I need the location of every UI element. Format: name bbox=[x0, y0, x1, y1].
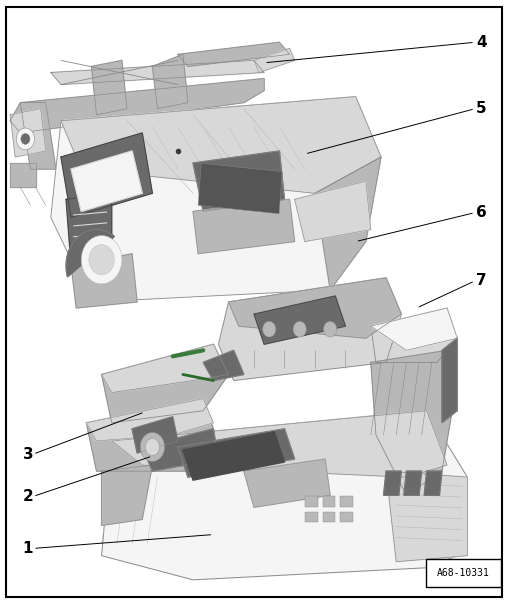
Polygon shape bbox=[442, 338, 457, 423]
Polygon shape bbox=[112, 411, 447, 477]
Text: 1: 1 bbox=[23, 541, 33, 556]
Bar bbox=[340, 512, 353, 522]
Polygon shape bbox=[102, 344, 229, 393]
Polygon shape bbox=[10, 163, 36, 187]
Polygon shape bbox=[10, 109, 46, 157]
Polygon shape bbox=[71, 151, 142, 211]
Polygon shape bbox=[371, 308, 457, 350]
Polygon shape bbox=[203, 350, 244, 381]
Bar bbox=[323, 496, 335, 507]
Polygon shape bbox=[371, 308, 457, 362]
Polygon shape bbox=[244, 459, 330, 507]
Text: 4: 4 bbox=[477, 35, 487, 50]
Polygon shape bbox=[384, 471, 401, 495]
Polygon shape bbox=[91, 60, 127, 115]
Polygon shape bbox=[183, 432, 284, 480]
Polygon shape bbox=[178, 42, 290, 66]
Bar bbox=[340, 496, 353, 507]
Polygon shape bbox=[102, 344, 229, 423]
Bar bbox=[323, 512, 335, 522]
Text: 5: 5 bbox=[477, 101, 487, 116]
Text: 6: 6 bbox=[476, 205, 487, 220]
Text: 3: 3 bbox=[23, 447, 33, 461]
Polygon shape bbox=[132, 417, 178, 453]
Circle shape bbox=[293, 321, 306, 337]
Polygon shape bbox=[102, 411, 467, 580]
Polygon shape bbox=[10, 79, 264, 133]
Circle shape bbox=[16, 128, 35, 150]
Text: 2: 2 bbox=[22, 489, 34, 504]
Polygon shape bbox=[371, 350, 452, 495]
Polygon shape bbox=[254, 296, 345, 344]
Polygon shape bbox=[295, 181, 371, 242]
Polygon shape bbox=[86, 399, 213, 471]
Circle shape bbox=[89, 245, 114, 275]
Polygon shape bbox=[86, 399, 213, 441]
Polygon shape bbox=[254, 48, 295, 72]
Polygon shape bbox=[152, 54, 188, 109]
Polygon shape bbox=[178, 429, 295, 477]
Circle shape bbox=[140, 432, 165, 461]
Circle shape bbox=[324, 321, 337, 337]
Polygon shape bbox=[142, 429, 218, 471]
Circle shape bbox=[21, 133, 30, 144]
Polygon shape bbox=[218, 278, 401, 381]
Bar bbox=[198, 163, 282, 214]
Polygon shape bbox=[71, 254, 137, 308]
Polygon shape bbox=[51, 60, 264, 85]
Polygon shape bbox=[424, 471, 442, 495]
Bar bbox=[305, 512, 318, 522]
Polygon shape bbox=[66, 193, 112, 266]
Bar bbox=[305, 496, 318, 507]
Polygon shape bbox=[51, 97, 381, 302]
Polygon shape bbox=[61, 97, 381, 193]
Polygon shape bbox=[66, 230, 114, 277]
Polygon shape bbox=[229, 278, 401, 338]
Polygon shape bbox=[193, 199, 295, 254]
FancyBboxPatch shape bbox=[426, 559, 501, 587]
Polygon shape bbox=[386, 471, 467, 562]
Polygon shape bbox=[20, 103, 56, 169]
Circle shape bbox=[145, 439, 160, 455]
Polygon shape bbox=[315, 157, 381, 290]
Polygon shape bbox=[404, 471, 422, 495]
Polygon shape bbox=[193, 151, 284, 211]
Text: 7: 7 bbox=[477, 274, 487, 288]
Polygon shape bbox=[102, 465, 152, 525]
Circle shape bbox=[263, 321, 276, 337]
Circle shape bbox=[81, 236, 122, 284]
Polygon shape bbox=[61, 133, 152, 217]
Text: A68-10331: A68-10331 bbox=[437, 568, 490, 578]
